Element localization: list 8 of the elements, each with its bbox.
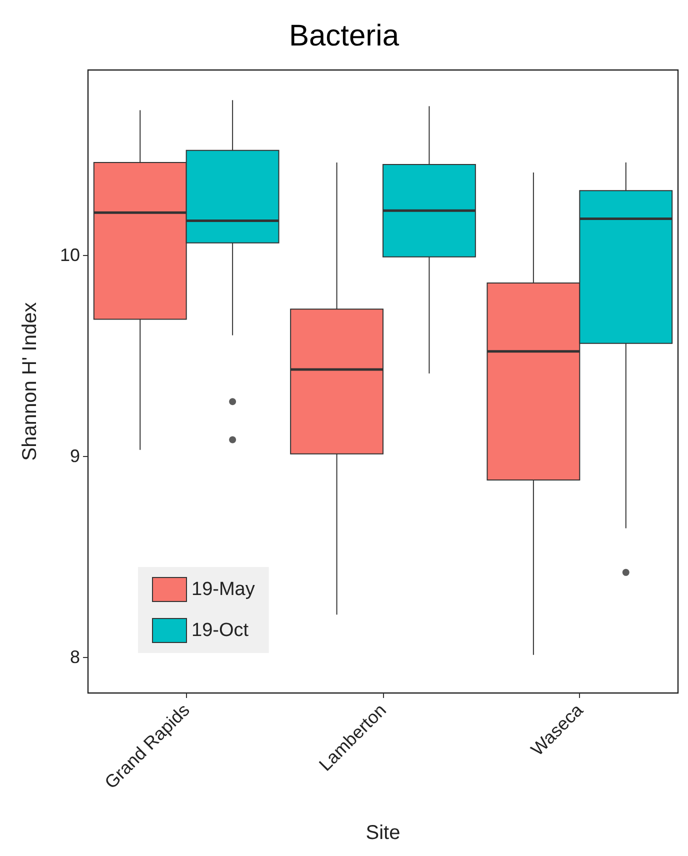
y-axis-title: Shannon H' Index [19,302,41,461]
legend-label: 19-Oct [192,620,250,641]
y-tick-label: 9 [70,446,80,466]
x-axis-title: Site [366,822,400,844]
legend-label: 19-May [192,579,256,600]
chart-title: Bacteria [288,20,400,52]
y-tick-label: 10 [60,244,80,265]
y-tick-label: 8 [70,646,80,667]
